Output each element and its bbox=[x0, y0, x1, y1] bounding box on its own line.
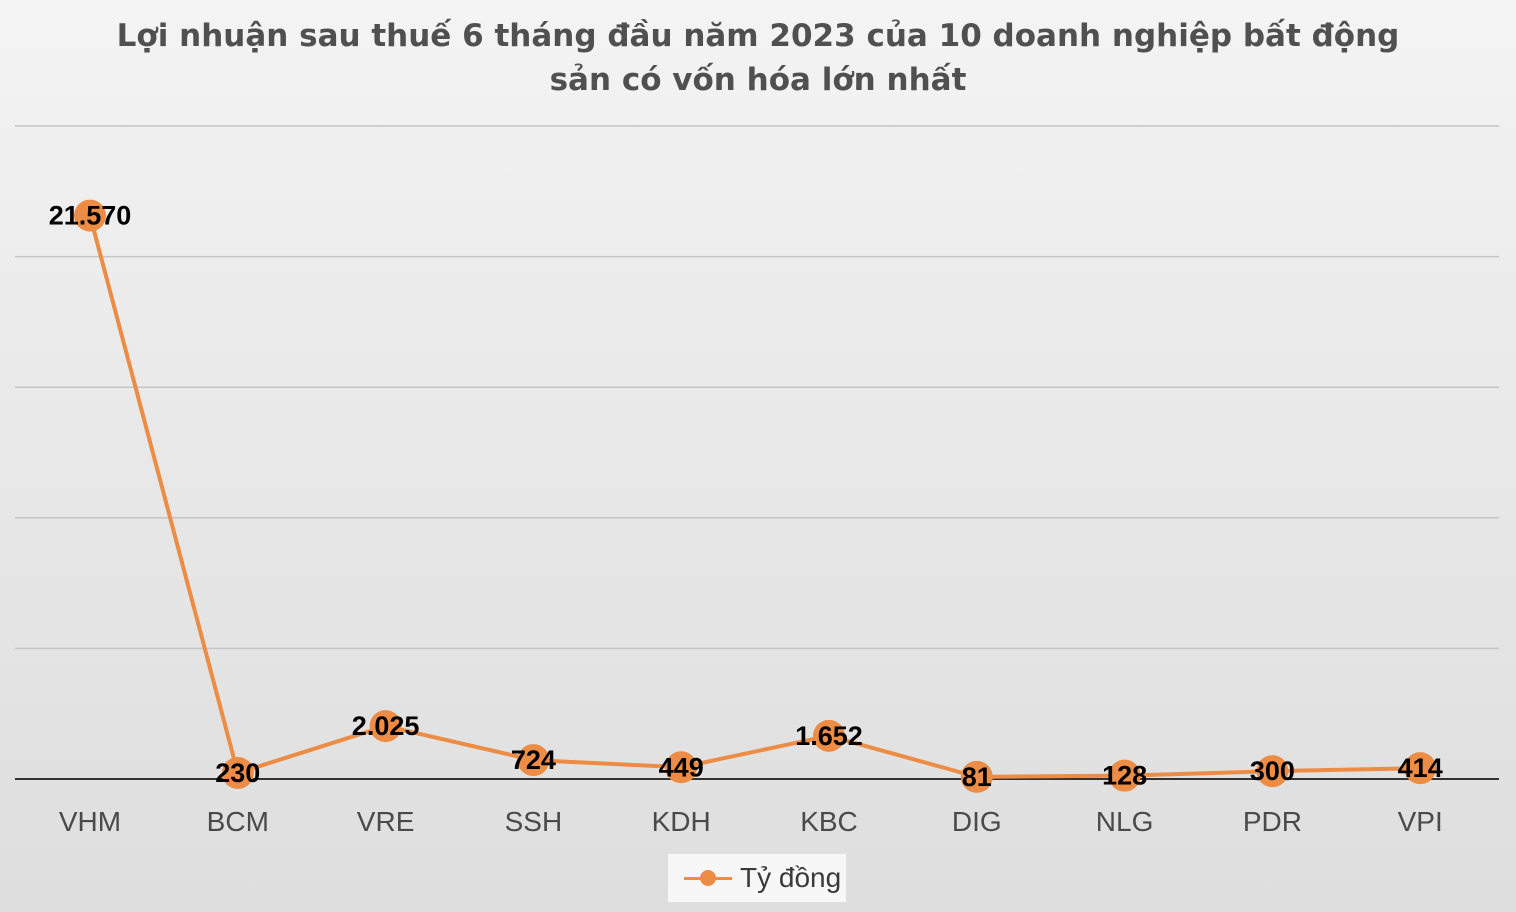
data-point bbox=[813, 719, 845, 752]
data-label: 2.025 bbox=[352, 711, 420, 741]
x-tick-label: DIG bbox=[952, 806, 1002, 837]
x-tick-label: VHM bbox=[59, 806, 121, 837]
x-tick-label: NLG bbox=[1096, 806, 1154, 837]
x-tick-label: KDH bbox=[652, 806, 711, 837]
data-point bbox=[1108, 759, 1141, 792]
data-point bbox=[74, 199, 106, 232]
data-point bbox=[517, 744, 550, 777]
data-point bbox=[221, 756, 254, 789]
x-tick-label: VRE bbox=[357, 806, 415, 837]
x-tick-label: SSH bbox=[505, 806, 563, 837]
series-line bbox=[88, 215, 1421, 779]
x-tick-label: PDR bbox=[1243, 806, 1302, 837]
data-point bbox=[1404, 752, 1437, 785]
data-label: 128 bbox=[1102, 761, 1147, 791]
data-label: 21.570 bbox=[49, 201, 132, 231]
data-label: 724 bbox=[511, 745, 556, 775]
data-label: 230 bbox=[215, 758, 260, 788]
data-point bbox=[1256, 755, 1289, 788]
data-label: 1.652 bbox=[795, 721, 863, 751]
data-label: 81 bbox=[962, 762, 992, 792]
data-point bbox=[960, 760, 993, 793]
legend: Tỷ đồng bbox=[668, 854, 846, 902]
data-point bbox=[665, 751, 698, 784]
chart-title-line-1: Lợi nhuận sau thuế 6 tháng đầu năm 2023 … bbox=[116, 18, 1400, 54]
chart-title-line-2: sản có vốn hóa lớn nhất bbox=[549, 62, 967, 98]
x-tick-label: BCM bbox=[207, 806, 269, 837]
x-tick-label: KBC bbox=[800, 806, 858, 837]
chart-title: Lợi nhuận sau thuế 6 tháng đầu năm 2023 … bbox=[0, 14, 1516, 102]
legend-line-marker-icon bbox=[684, 868, 732, 888]
data-label: 414 bbox=[1398, 753, 1443, 783]
x-tick-label: VPI bbox=[1398, 806, 1443, 837]
data-point bbox=[369, 710, 402, 743]
data-label: 449 bbox=[659, 752, 704, 782]
data-label: 300 bbox=[1250, 756, 1295, 786]
legend-label: Tỷ đồng bbox=[740, 862, 842, 893]
